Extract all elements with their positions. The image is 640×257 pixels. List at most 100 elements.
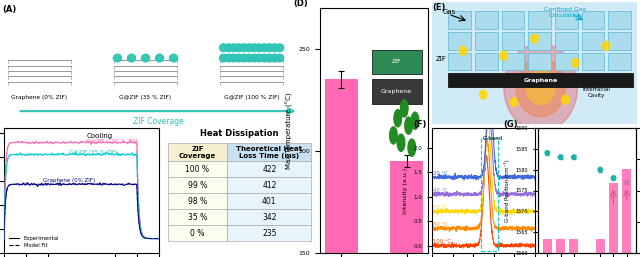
Bar [449, 32, 471, 50]
Bar [390, 161, 423, 257]
Text: 412: 412 [262, 181, 276, 190]
Text: 20 °C: 20 °C [433, 171, 448, 176]
Circle shape [245, 54, 253, 62]
Bar [556, 239, 565, 257]
Circle shape [500, 51, 508, 60]
Point [609, 176, 619, 180]
Text: G@ZIF (35 % ZIF): G@ZIF (35 % ZIF) [120, 95, 172, 100]
Bar [609, 183, 618, 257]
Bar [502, 32, 524, 50]
Text: ZIF: ZIF [392, 59, 401, 65]
Circle shape [394, 110, 401, 127]
Bar [475, 11, 498, 29]
Legend: Experimental, Model Fit: Experimental, Model Fit [6, 234, 61, 250]
Bar [168, 143, 227, 161]
Bar [449, 11, 471, 29]
Bar [529, 32, 551, 50]
Circle shape [516, 58, 565, 117]
Bar [582, 11, 604, 29]
Bar [555, 11, 577, 29]
Bar [475, 32, 498, 50]
Bar [555, 53, 577, 70]
Bar [325, 79, 358, 257]
Bar [168, 161, 227, 177]
Point [542, 151, 552, 155]
Bar [227, 209, 312, 225]
Text: Graphene: Graphene [381, 89, 412, 94]
Text: Theoretical Heat
Loss Time (ms): Theoretical Heat Loss Time (ms) [236, 145, 302, 159]
Text: G-band: G-band [483, 136, 502, 141]
Text: Graphene: Graphene [524, 78, 558, 82]
Text: 99 %: 99 % [188, 181, 207, 190]
Circle shape [235, 54, 243, 62]
Text: G@ZIF (35 % ZIF): G@ZIF (35 % ZIF) [69, 150, 118, 155]
Circle shape [225, 44, 233, 52]
Text: 0 %: 0 % [190, 229, 205, 238]
Bar [475, 53, 498, 70]
Bar [372, 79, 422, 104]
Bar [481, 138, 498, 251]
Circle shape [113, 54, 122, 62]
Circle shape [156, 54, 164, 62]
Bar [168, 177, 227, 193]
Y-axis label: Max Temperature (°C): Max Temperature (°C) [285, 92, 293, 169]
Point [568, 155, 579, 159]
Text: 100 °C: 100 °C [433, 239, 451, 244]
Bar [608, 11, 631, 29]
Circle shape [260, 44, 268, 52]
Circle shape [390, 127, 397, 144]
Bar [608, 32, 631, 50]
Bar [623, 169, 631, 257]
Bar [582, 53, 604, 70]
Circle shape [561, 95, 569, 104]
Text: ZIF Coverage: ZIF Coverage [132, 117, 184, 126]
Circle shape [220, 54, 228, 62]
Bar [449, 53, 471, 70]
Circle shape [255, 54, 263, 62]
Circle shape [260, 54, 268, 62]
Circle shape [240, 54, 248, 62]
Bar [570, 239, 578, 257]
Text: Graphene (0% ZIF): Graphene (0% ZIF) [43, 178, 95, 183]
Text: (A): (A) [2, 5, 16, 14]
Text: 98 %: 98 % [188, 197, 207, 206]
Circle shape [271, 44, 278, 52]
Bar [372, 50, 422, 74]
Text: 422: 422 [262, 165, 276, 174]
Y-axis label: Intensity (a.u.): Intensity (a.u.) [403, 168, 408, 214]
Text: ZIF: ZIF [436, 56, 447, 62]
Bar [227, 225, 312, 241]
Circle shape [250, 54, 258, 62]
Bar [449, 73, 633, 87]
Circle shape [220, 44, 228, 52]
Text: Confined Gas
Circulation: Confined Gas Circulation [544, 7, 586, 18]
Point [595, 168, 605, 172]
Circle shape [250, 44, 258, 52]
Bar [596, 239, 605, 257]
Circle shape [235, 44, 243, 52]
Bar [502, 11, 524, 29]
Text: G@ZIF (100 % ZIF): G@ZIF (100 % ZIF) [86, 139, 138, 144]
Circle shape [526, 70, 555, 105]
Circle shape [225, 54, 233, 62]
Bar [168, 225, 227, 241]
Text: 235: 235 [262, 229, 276, 238]
Bar [227, 161, 312, 177]
Circle shape [271, 54, 278, 62]
Circle shape [127, 54, 136, 62]
Circle shape [230, 44, 238, 52]
Bar [555, 32, 577, 50]
Bar [543, 239, 552, 257]
Bar [529, 53, 551, 70]
Circle shape [401, 100, 408, 117]
Text: Graphene (0% ZIF): Graphene (0% ZIF) [12, 95, 67, 100]
Bar [168, 209, 227, 225]
Text: G@ZIF (100 % ZIF): G@ZIF (100 % ZIF) [224, 95, 280, 100]
Text: (G): (G) [504, 120, 518, 129]
Text: Heat Dissipation: Heat Dissipation [200, 129, 279, 138]
Bar [582, 32, 604, 50]
Bar [227, 193, 312, 209]
Circle shape [276, 54, 284, 62]
Circle shape [141, 54, 150, 62]
Text: (D): (D) [293, 0, 308, 7]
